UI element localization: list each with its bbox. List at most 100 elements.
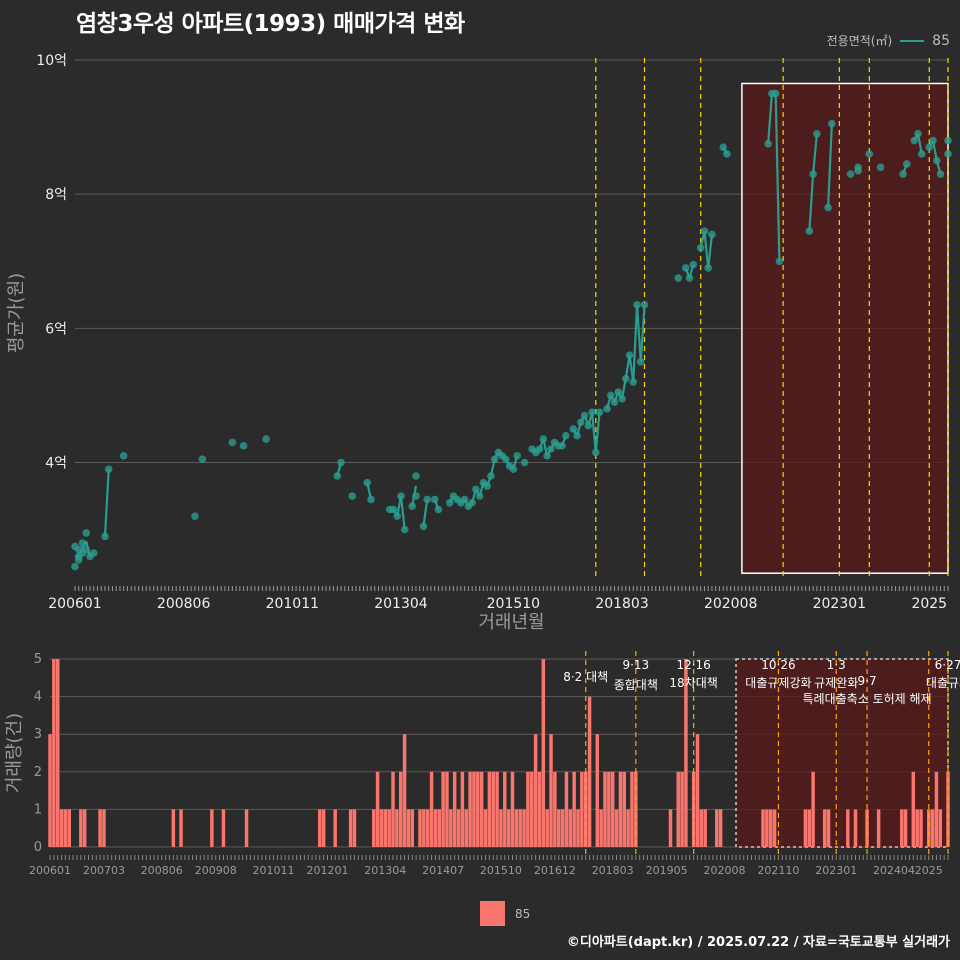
series-segment	[707, 234, 714, 269]
y-tick-label: 8억	[45, 187, 67, 203]
data-point	[569, 425, 578, 433]
data-point	[621, 374, 630, 383]
volume-bar	[503, 771, 507, 847]
volume-bar	[244, 809, 249, 847]
volume-bar	[410, 809, 415, 847]
data-point	[397, 492, 405, 500]
volume-bar	[680, 771, 684, 847]
price-chart: 4억 6억 8억 10억 200601 200806 201011 201304 201510 2…	[6, 53, 952, 633]
volume-bar	[491, 771, 495, 847]
data-point	[539, 435, 548, 443]
volume-bar	[568, 809, 573, 847]
data-point	[101, 532, 109, 541]
x-tick-label: 200908	[195, 864, 237, 877]
data-point	[573, 431, 581, 440]
data-point	[198, 455, 207, 463]
x-tick-label: 202301	[815, 864, 857, 877]
data-point	[262, 435, 270, 443]
x-tick-label: 202008	[703, 864, 745, 877]
x-tick-label: 201905	[646, 864, 688, 877]
volume-bar	[391, 771, 395, 847]
volume-bar	[479, 771, 484, 847]
data-point	[865, 150, 874, 158]
volume-bar	[541, 659, 546, 847]
series-segment	[399, 495, 406, 530]
data-point	[520, 458, 529, 467]
policy-label: 18차대책	[669, 675, 717, 690]
volume-bar	[476, 771, 480, 847]
volume-bar	[79, 809, 83, 847]
data-point	[400, 525, 409, 534]
volume-bar	[82, 809, 87, 847]
x-tick-label: 200806	[157, 596, 211, 612]
volume-bar	[518, 809, 522, 847]
volume-bar	[352, 809, 357, 847]
x-tick-label: 201510	[480, 864, 522, 877]
data-point	[82, 529, 91, 537]
volume-bar	[938, 809, 943, 847]
data-point	[595, 408, 604, 417]
x-tick-label: 201803	[595, 596, 648, 612]
volume-bar	[622, 771, 626, 847]
x-tick-label: 200806	[141, 864, 183, 877]
volume-bar	[387, 809, 391, 847]
x-tick-label: 201011	[253, 864, 295, 877]
data-point	[472, 485, 480, 494]
series-segment	[635, 304, 642, 362]
volume-bar	[487, 771, 492, 847]
y-tick-label: 4	[34, 690, 42, 705]
series-segment	[632, 304, 639, 383]
volume-bar	[98, 809, 102, 847]
data-point	[700, 227, 709, 235]
data-point	[809, 170, 817, 178]
data-point	[846, 170, 855, 178]
data-point	[191, 512, 199, 521]
data-point	[917, 150, 926, 158]
series-segment	[767, 93, 773, 144]
volume-bar	[545, 809, 549, 847]
legend-bar-swatch	[480, 901, 505, 926]
volume-bar	[429, 771, 434, 847]
volume-bar	[402, 734, 407, 847]
data-point	[932, 156, 941, 165]
volume-bar	[63, 809, 68, 847]
data-point	[333, 472, 342, 480]
series-segment	[624, 355, 631, 379]
volume-bar	[445, 771, 449, 847]
volume-bar	[549, 734, 553, 847]
series-segment	[827, 123, 833, 208]
volume-bar	[946, 771, 950, 847]
data-point	[460, 495, 469, 504]
volume-bar	[495, 771, 499, 847]
volume-bar	[472, 771, 476, 847]
volume-bar	[221, 809, 226, 847]
volume-bar	[934, 771, 939, 847]
volume-bar	[318, 809, 322, 847]
x-tick-label: 201304	[364, 864, 406, 877]
x-tick-label: 202008	[704, 596, 757, 612]
series-segment	[594, 412, 601, 453]
data-point	[618, 394, 626, 403]
volume-bar	[915, 809, 919, 847]
data-point	[490, 455, 499, 463]
data-point	[813, 129, 821, 138]
volume-bar	[603, 771, 607, 847]
data-point	[764, 140, 772, 148]
volume-bar	[610, 771, 615, 847]
volume-bar	[348, 809, 353, 847]
data-point	[689, 260, 698, 269]
series-segment	[590, 412, 597, 453]
data-point	[771, 89, 780, 98]
data-point	[509, 465, 518, 474]
volume-bar	[676, 771, 680, 847]
y-tick-label: 3	[34, 727, 42, 742]
data-point	[483, 482, 491, 490]
series-segment	[808, 173, 815, 232]
volume-bar	[803, 809, 808, 847]
data-point	[434, 505, 443, 514]
y-tick-label: 4억	[45, 456, 67, 472]
data-point	[925, 143, 934, 152]
data-point	[82, 545, 91, 554]
x-tick-label: 201803	[592, 864, 634, 877]
